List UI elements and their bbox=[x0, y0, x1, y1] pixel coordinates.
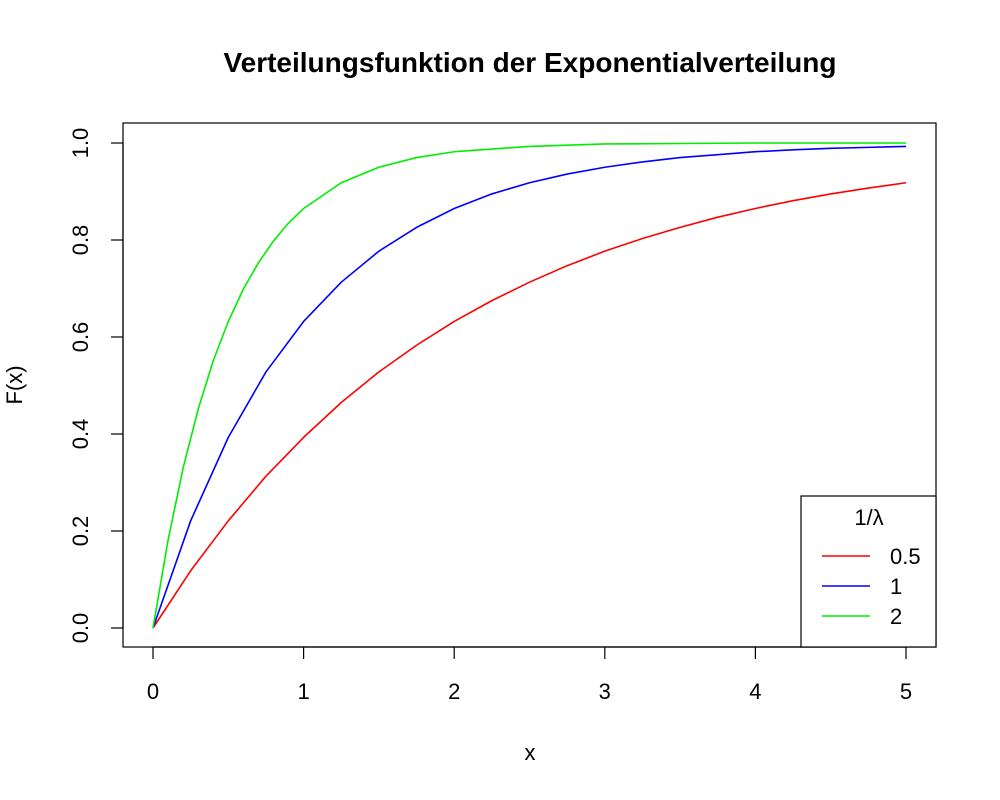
series-layer bbox=[152, 142, 907, 629]
legend-entry-label: 1 bbox=[890, 574, 902, 599]
y-tick-label: 0.0 bbox=[68, 613, 93, 644]
series-line-1 bbox=[152, 145, 907, 629]
x-axis: 0 1 2 3 4 5 bbox=[147, 646, 912, 704]
legend-entry-label: 0.5 bbox=[890, 544, 921, 569]
y-tick-label: 0.8 bbox=[68, 225, 93, 256]
chart-title: Verteilungsfunktion der Exponentialverte… bbox=[224, 47, 837, 78]
y-tick-label: 0.6 bbox=[68, 322, 93, 353]
x-tick-label: 4 bbox=[749, 679, 761, 704]
x-tick-label: 5 bbox=[900, 679, 912, 704]
y-axis-label: F(x) bbox=[2, 365, 27, 404]
y-tick-label: 1.0 bbox=[68, 128, 93, 159]
y-axis: 0.0 0.2 0.4 0.6 0.8 1.0 bbox=[68, 128, 124, 644]
x-tick-label: 0 bbox=[147, 679, 159, 704]
y-tick-label: 0.2 bbox=[68, 516, 93, 547]
legend-title: 1/λ bbox=[854, 505, 883, 530]
legend-entry-label: 2 bbox=[890, 604, 902, 629]
legend: 1/λ 0.5 1 2 bbox=[800, 495, 937, 648]
y-tick-label: 0.4 bbox=[68, 419, 93, 450]
x-axis-label: x bbox=[525, 740, 536, 765]
series-line-2 bbox=[152, 142, 906, 629]
x-tick-label: 1 bbox=[297, 679, 309, 704]
x-tick-label: 3 bbox=[599, 679, 611, 704]
x-tick-label: 2 bbox=[448, 679, 460, 704]
legend-box bbox=[800, 495, 937, 648]
series-line-0-5 bbox=[152, 181, 907, 629]
